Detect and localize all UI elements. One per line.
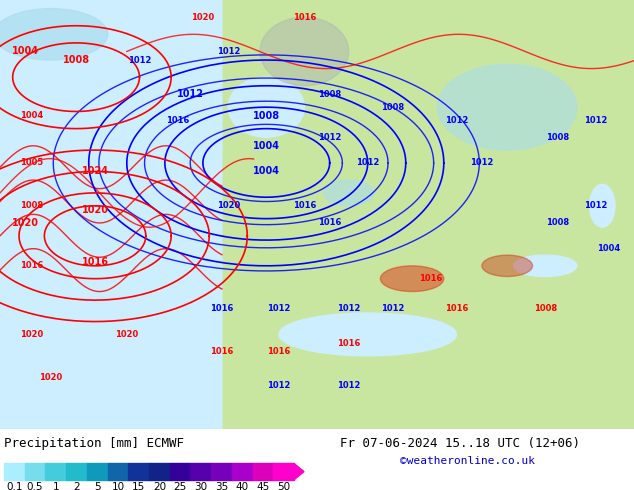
Bar [128, 464, 149, 480]
Bar [25, 464, 46, 480]
Bar [252, 464, 273, 480]
Text: 1012: 1012 [268, 381, 290, 391]
Text: 1004: 1004 [253, 141, 280, 151]
Bar [211, 464, 232, 480]
Text: Fr 07-06-2024 15..18 UTC (12+06): Fr 07-06-2024 15..18 UTC (12+06) [340, 437, 580, 450]
Text: 1004: 1004 [20, 111, 43, 120]
Text: 1020: 1020 [12, 218, 39, 228]
Text: 20: 20 [153, 482, 166, 490]
Text: 1012: 1012 [217, 47, 240, 56]
Text: 1012: 1012 [268, 304, 290, 313]
Text: 15: 15 [132, 482, 145, 490]
Text: 10: 10 [112, 482, 124, 490]
Text: 1020: 1020 [115, 330, 138, 339]
Text: 1024: 1024 [82, 167, 108, 176]
Text: 1016: 1016 [210, 347, 233, 356]
Text: 5: 5 [94, 482, 101, 490]
Text: 1012: 1012 [128, 55, 151, 65]
Text: 1012: 1012 [337, 304, 360, 313]
Bar [108, 464, 128, 480]
Polygon shape [294, 464, 304, 480]
Bar [87, 464, 108, 480]
Text: Precipitation [mm] ECMWF: Precipitation [mm] ECMWF [4, 437, 184, 450]
Ellipse shape [590, 184, 615, 227]
Text: 2: 2 [73, 482, 80, 490]
Text: 1004: 1004 [597, 244, 620, 253]
Bar [46, 464, 66, 480]
Text: 1008: 1008 [547, 219, 569, 227]
Text: 40: 40 [236, 482, 249, 490]
FancyBboxPatch shape [0, 0, 222, 429]
Text: 30: 30 [194, 482, 207, 490]
Text: 0.1: 0.1 [6, 482, 23, 490]
Text: 1008: 1008 [547, 133, 569, 142]
Bar [149, 464, 170, 480]
Text: 1012: 1012 [318, 133, 341, 142]
Text: 1012: 1012 [177, 89, 204, 99]
Text: 1020: 1020 [217, 201, 240, 210]
Ellipse shape [260, 17, 349, 86]
Text: 1012: 1012 [382, 304, 404, 313]
Text: 1016: 1016 [318, 219, 341, 227]
Text: 1016: 1016 [268, 347, 290, 356]
Text: 1: 1 [53, 482, 59, 490]
Text: 1008: 1008 [382, 103, 404, 112]
Ellipse shape [514, 255, 577, 276]
FancyBboxPatch shape [114, 0, 634, 429]
Text: 1012: 1012 [356, 158, 379, 168]
Bar [232, 464, 252, 480]
Ellipse shape [380, 266, 444, 292]
Bar [170, 464, 190, 480]
Text: 0.5: 0.5 [27, 482, 43, 490]
Text: 1004: 1004 [12, 47, 39, 56]
Bar [190, 464, 211, 480]
Bar [4, 464, 25, 480]
Text: 1016: 1016 [293, 13, 316, 22]
Text: 1012: 1012 [337, 381, 360, 391]
Text: 1016: 1016 [445, 304, 468, 313]
Text: 35: 35 [215, 482, 228, 490]
Text: 1020: 1020 [82, 205, 108, 215]
Text: 1016: 1016 [420, 274, 443, 283]
Text: 1008: 1008 [253, 111, 280, 121]
Text: 1016: 1016 [166, 116, 189, 124]
Bar [273, 464, 294, 480]
Ellipse shape [279, 313, 456, 356]
Text: 1012: 1012 [470, 158, 493, 168]
Ellipse shape [482, 255, 533, 276]
Text: 1020: 1020 [39, 373, 62, 382]
Text: 1008: 1008 [318, 90, 341, 99]
Ellipse shape [228, 77, 304, 137]
Text: 1016: 1016 [337, 339, 360, 347]
Text: 1008: 1008 [63, 55, 89, 65]
Text: 1012: 1012 [585, 201, 607, 210]
Text: 25: 25 [174, 482, 186, 490]
Ellipse shape [437, 64, 577, 150]
Text: 1016: 1016 [20, 261, 43, 270]
Text: 1016: 1016 [293, 201, 316, 210]
Text: 1020: 1020 [191, 13, 214, 22]
Ellipse shape [323, 180, 374, 206]
Text: 1020: 1020 [20, 330, 43, 339]
Text: 1005: 1005 [20, 158, 43, 168]
Text: 1004: 1004 [253, 167, 280, 176]
Text: 1016: 1016 [82, 257, 108, 267]
Text: 1012: 1012 [445, 116, 468, 124]
Ellipse shape [0, 8, 108, 60]
Text: 50: 50 [277, 482, 290, 490]
Bar [66, 464, 87, 480]
Text: 1016: 1016 [210, 304, 233, 313]
Text: 1008: 1008 [20, 201, 43, 210]
Text: 45: 45 [256, 482, 269, 490]
Text: 1008: 1008 [534, 304, 557, 313]
Text: 1012: 1012 [585, 116, 607, 124]
Text: ©weatheronline.co.uk: ©weatheronline.co.uk [400, 456, 535, 466]
